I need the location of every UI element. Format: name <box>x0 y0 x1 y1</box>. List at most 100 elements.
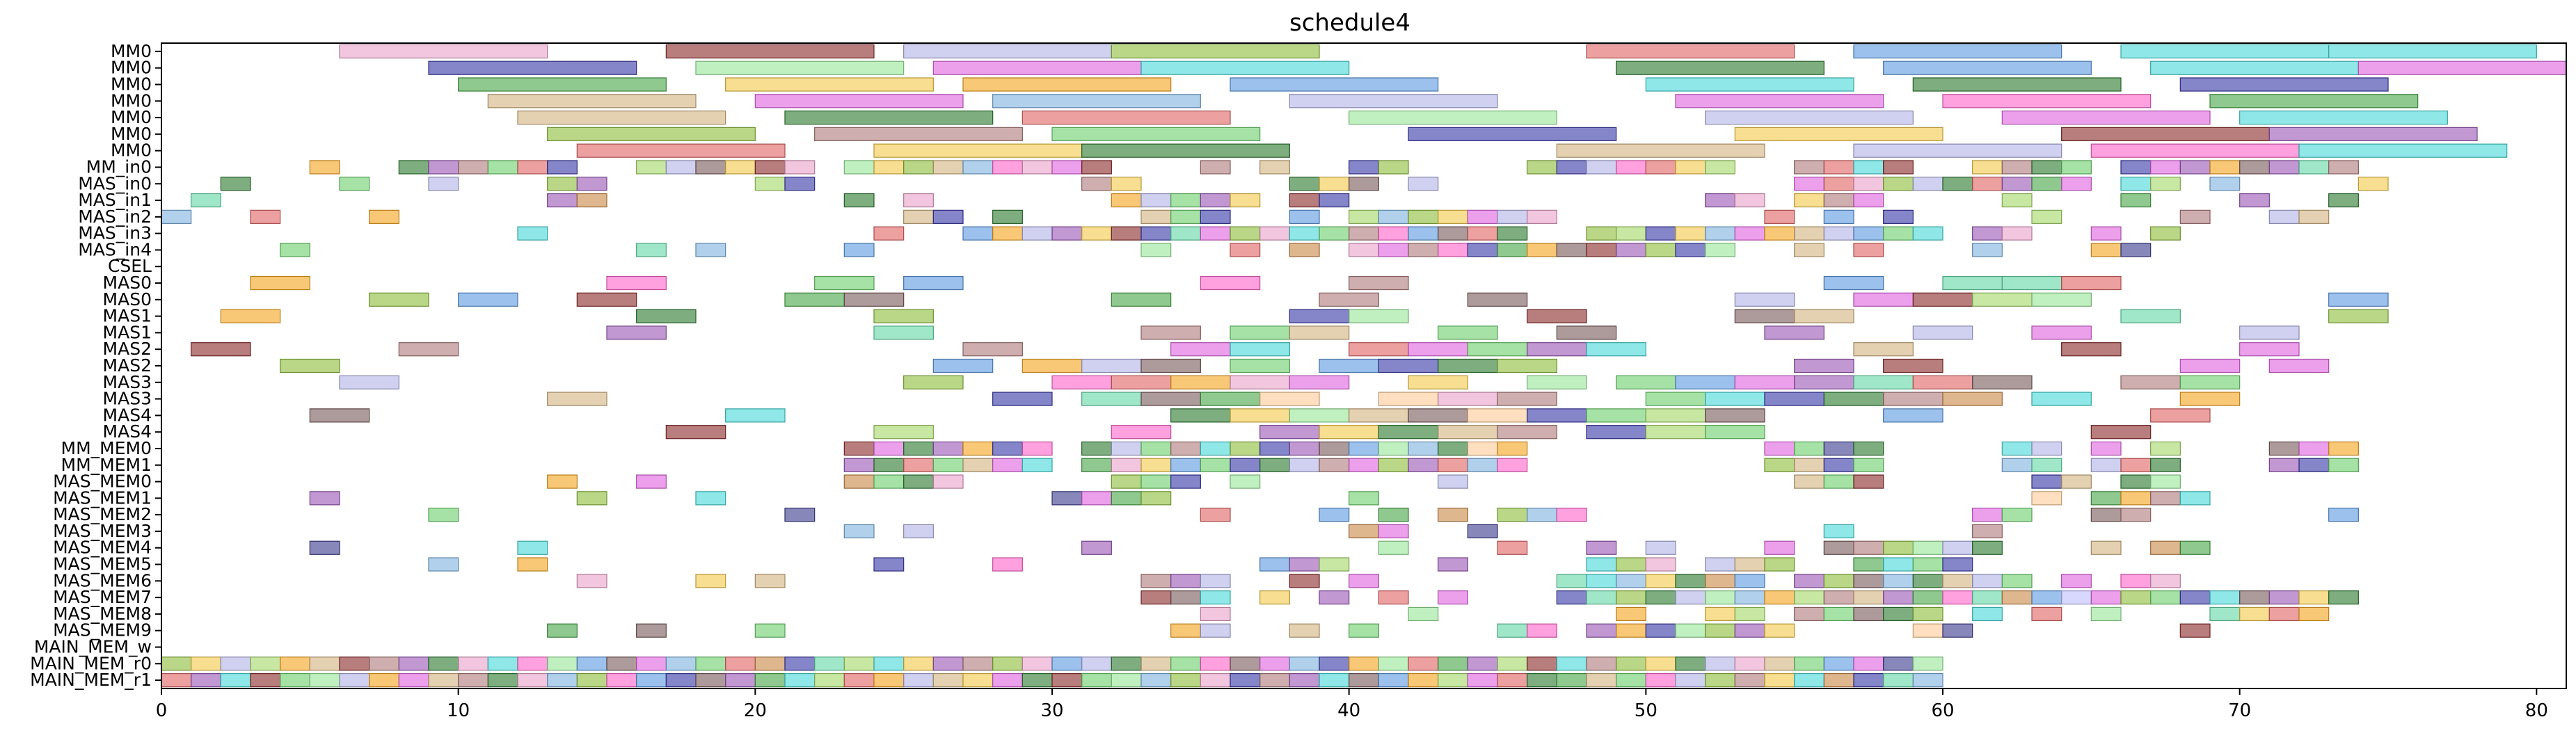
schedule-bar <box>2268 441 2300 456</box>
schedule-bar <box>517 657 548 671</box>
schedule-bar <box>992 392 1053 406</box>
schedule-bar <box>1140 574 1172 588</box>
schedule-bar <box>903 474 934 489</box>
schedule-bar <box>1438 243 1468 257</box>
schedule-bar <box>1794 160 1824 175</box>
schedule-bar <box>1140 672 1172 688</box>
schedule-bar <box>2001 193 2033 208</box>
y-tick-label: MAS_in1 <box>78 190 152 210</box>
schedule-bar <box>1378 524 1409 539</box>
schedule-bar <box>1616 590 1646 605</box>
schedule-bar <box>1586 540 1617 555</box>
schedule-bar <box>1705 557 1735 572</box>
schedule-bar <box>1675 657 1706 671</box>
schedule-bar <box>220 177 251 191</box>
schedule-bar <box>695 61 905 75</box>
schedule-bar <box>2120 193 2152 208</box>
schedule-bar <box>2001 110 2211 125</box>
x-axis: 0 10 20 30 40 50 60 70 80 <box>156 688 2548 721</box>
schedule-bar <box>1378 657 1409 671</box>
schedule-bar <box>1349 209 1379 224</box>
schedule-bar <box>992 226 1023 241</box>
schedule-bar <box>1467 657 1498 671</box>
schedule-bar <box>1972 508 2003 522</box>
schedule-bar <box>932 358 994 373</box>
schedule-bar <box>1378 441 1409 456</box>
schedule-bar <box>517 557 548 572</box>
schedule-bar <box>1942 392 2003 406</box>
schedule-bar <box>784 508 816 522</box>
schedule-bar <box>1645 672 1676 688</box>
schedule-bar <box>309 540 340 555</box>
schedule-bar <box>2001 226 2033 241</box>
schedule-bar <box>1051 657 1083 671</box>
schedule-bar <box>2001 160 2033 175</box>
schedule-bar <box>1556 672 1587 688</box>
schedule-bar <box>903 193 934 208</box>
schedule-bar <box>2239 193 2270 208</box>
schedule-bar <box>428 508 459 522</box>
schedule-bar <box>2031 491 2062 506</box>
schedule-bar <box>2268 606 2300 622</box>
schedule-bar <box>1170 657 1201 671</box>
schedule-bar <box>636 672 667 688</box>
schedule-bar <box>1764 672 1795 688</box>
schedule-bar <box>1734 623 1765 638</box>
schedule-bar <box>220 309 281 323</box>
schedule-bar <box>1823 209 1854 224</box>
schedule-bar <box>2120 243 2152 257</box>
schedule-bar <box>2179 358 2241 373</box>
schedule-bar <box>1319 193 1350 208</box>
schedule-bar <box>932 657 964 671</box>
schedule-bar <box>606 672 637 688</box>
schedule-bar <box>1111 441 1142 456</box>
schedule-bar <box>1378 358 1439 373</box>
schedule-bar <box>814 275 875 291</box>
schedule-bar <box>191 672 221 688</box>
schedule-bar <box>576 657 607 671</box>
schedule-bar <box>1645 392 1706 406</box>
schedule-bar <box>398 342 459 357</box>
schedule-bar <box>1378 243 1409 257</box>
schedule-bar <box>1734 590 1765 605</box>
schedule-bar <box>932 458 964 472</box>
schedule-bar <box>1081 441 1112 456</box>
schedule-bar <box>873 160 905 175</box>
schedule-bar <box>1705 672 1735 688</box>
schedule-bar <box>1200 574 1231 588</box>
schedule-bar <box>1170 474 1201 489</box>
schedule-bar <box>932 160 964 175</box>
schedule-bar <box>903 524 934 539</box>
y-tick-label: MAS_MEM3 <box>53 521 152 541</box>
schedule-bar <box>1349 623 1379 638</box>
schedule-bar <box>903 160 934 175</box>
schedule-bar <box>2150 226 2181 241</box>
x-tick-label: 10 <box>447 700 470 721</box>
schedule-bar <box>962 458 994 472</box>
schedule-bar <box>1675 226 1706 241</box>
schedule-bar <box>1497 657 1528 671</box>
schedule-bar <box>1556 590 1587 605</box>
schedule-bar <box>1170 342 1231 357</box>
schedule-bar <box>1140 491 1172 506</box>
schedule-bar <box>2061 127 2270 141</box>
schedule-bar <box>1586 590 1617 605</box>
schedule-bar <box>191 657 221 671</box>
schedule-bar <box>1319 557 1350 572</box>
schedule-bar <box>1378 540 1409 555</box>
schedule-bar <box>843 474 875 489</box>
schedule-bar <box>1289 441 1320 456</box>
schedule-bar <box>1289 458 1320 472</box>
schedule-bar <box>1230 226 1261 241</box>
schedule-bar <box>1853 177 1884 191</box>
schedule-bar <box>903 657 934 671</box>
schedule-bar <box>2031 160 2062 175</box>
schedule-bar <box>1527 375 1587 389</box>
schedule-bar <box>1764 540 1795 555</box>
schedule-bar <box>1289 193 1320 208</box>
schedule-bar <box>1883 392 1943 406</box>
schedule-bar <box>2268 160 2300 175</box>
schedule-bar <box>2001 508 2033 522</box>
schedule-bar <box>1764 209 1795 224</box>
